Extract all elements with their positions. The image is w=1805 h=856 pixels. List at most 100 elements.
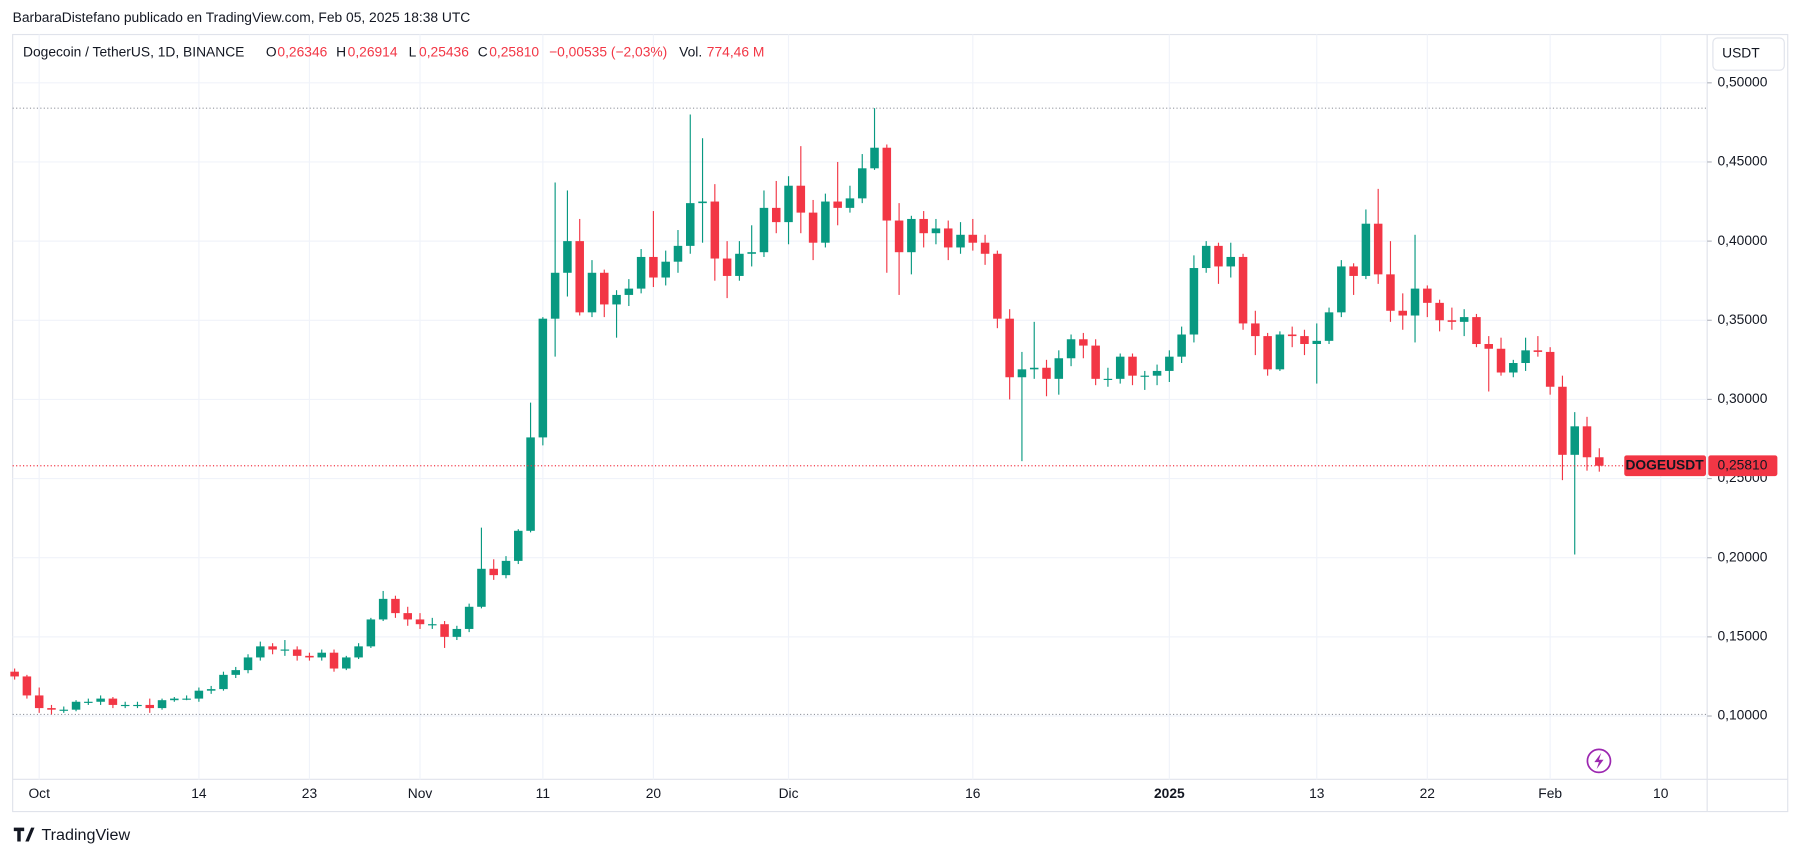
candle-body <box>1054 358 1064 379</box>
ohlc-key: L <box>409 44 417 60</box>
candle-body <box>1423 288 1432 303</box>
candle-body <box>501 560 511 576</box>
candle-body <box>1459 317 1469 322</box>
ohlc-value: 0,25436 <box>419 44 469 60</box>
candle-body <box>1435 302 1444 321</box>
byline: BarbaraDistefano publicado en TradingVie… <box>13 9 471 25</box>
symbol: Dogecoin / TetherUS, 1D, BINANCE <box>23 44 244 60</box>
candle-body <box>317 652 326 658</box>
candle-body <box>993 253 1002 319</box>
candle-body <box>1312 340 1322 345</box>
price-tag-bg <box>1708 455 1778 477</box>
candle-body <box>1140 375 1150 377</box>
candle-body <box>600 272 609 305</box>
candle-body <box>133 704 142 707</box>
candle-body <box>84 701 93 703</box>
brand-logo <box>13 827 35 842</box>
candle-body <box>1152 370 1162 376</box>
candle-body <box>575 241 584 313</box>
candle-body <box>329 652 339 669</box>
candle-body <box>1177 334 1186 357</box>
candle-body <box>1275 334 1285 370</box>
candle-body <box>1066 339 1076 359</box>
x-tick-label: 23 <box>302 785 318 801</box>
candle-body <box>342 657 351 669</box>
candle-body <box>1324 312 1334 341</box>
events-icon[interactable] <box>1586 748 1612 774</box>
y-tick-label: 0,20000 <box>1718 548 1768 564</box>
candle-body <box>305 655 314 658</box>
x-tick-label: 13 <box>1309 785 1325 801</box>
candle-body <box>96 698 105 702</box>
candle-body <box>1017 369 1027 378</box>
candle-body <box>771 207 781 223</box>
candle-body <box>1496 348 1506 373</box>
candle-body <box>378 598 388 620</box>
candle-body <box>1398 310 1408 316</box>
candle-body <box>526 437 535 531</box>
x-tick-label: 10 <box>1653 785 1669 801</box>
candle-body <box>182 698 191 700</box>
x-tick-label: 22 <box>1420 785 1435 801</box>
candle-body <box>550 272 560 319</box>
candle-body <box>1042 367 1051 379</box>
candle-body <box>231 670 241 675</box>
candle-body <box>931 228 941 234</box>
candle-body <box>636 256 646 289</box>
candle-body <box>612 294 621 305</box>
candle-body <box>1263 336 1272 370</box>
candle-body <box>673 245 683 262</box>
candle-body <box>563 241 572 273</box>
ohlc-key: H <box>336 44 346 60</box>
candle-body <box>10 671 19 677</box>
candle-body <box>452 628 462 637</box>
candle-body <box>538 318 548 438</box>
candle-body <box>1287 334 1297 337</box>
candle-body <box>1373 223 1383 275</box>
candle-body <box>1103 378 1113 380</box>
price-tag: 0,25810 <box>1718 456 1768 472</box>
ohlc-key: O <box>266 44 277 60</box>
price-tag-name: DOGEUSDT <box>1625 456 1704 472</box>
candle-body <box>145 704 155 709</box>
candle-body <box>956 234 965 248</box>
candle-body <box>464 606 474 629</box>
candle-body <box>1558 386 1567 455</box>
candle-body <box>170 698 179 701</box>
candle-body <box>292 649 302 656</box>
candle-body <box>710 201 720 259</box>
candle-body <box>489 568 498 576</box>
candle-body <box>1595 457 1604 466</box>
candle-body <box>71 701 81 710</box>
candle-body <box>1484 344 1493 349</box>
y-tick-label: 0,10000 <box>1718 707 1768 723</box>
candle-body <box>784 185 793 223</box>
candle-body <box>882 147 892 221</box>
candle-body <box>280 649 290 651</box>
x-tick-label: 20 <box>646 785 662 801</box>
candle-body <box>1337 266 1346 313</box>
candle-body <box>722 258 732 276</box>
currency[interactable]: USDT <box>1722 45 1760 61</box>
candle-body <box>735 253 744 276</box>
candle-body <box>624 288 634 295</box>
candle-body <box>1361 223 1371 276</box>
candle-body <box>808 212 818 243</box>
ohlc-value: 0,26914 <box>348 44 398 60</box>
candle-body <box>1029 367 1039 370</box>
candle-body <box>243 657 253 671</box>
candle-body <box>1300 336 1309 345</box>
candle-body <box>59 709 69 711</box>
volume: 774,46 M <box>707 44 765 60</box>
frame <box>12 33 1789 813</box>
candle-body <box>587 272 597 313</box>
candle-body <box>34 695 44 709</box>
x-tick-label: Feb <box>1538 785 1562 801</box>
candle-body <box>698 201 707 204</box>
x-tick-label: 11 <box>536 785 550 801</box>
currency-button[interactable] <box>1712 37 1785 71</box>
y-tick-label: 0,30000 <box>1718 390 1768 406</box>
candle-body <box>1128 356 1137 376</box>
